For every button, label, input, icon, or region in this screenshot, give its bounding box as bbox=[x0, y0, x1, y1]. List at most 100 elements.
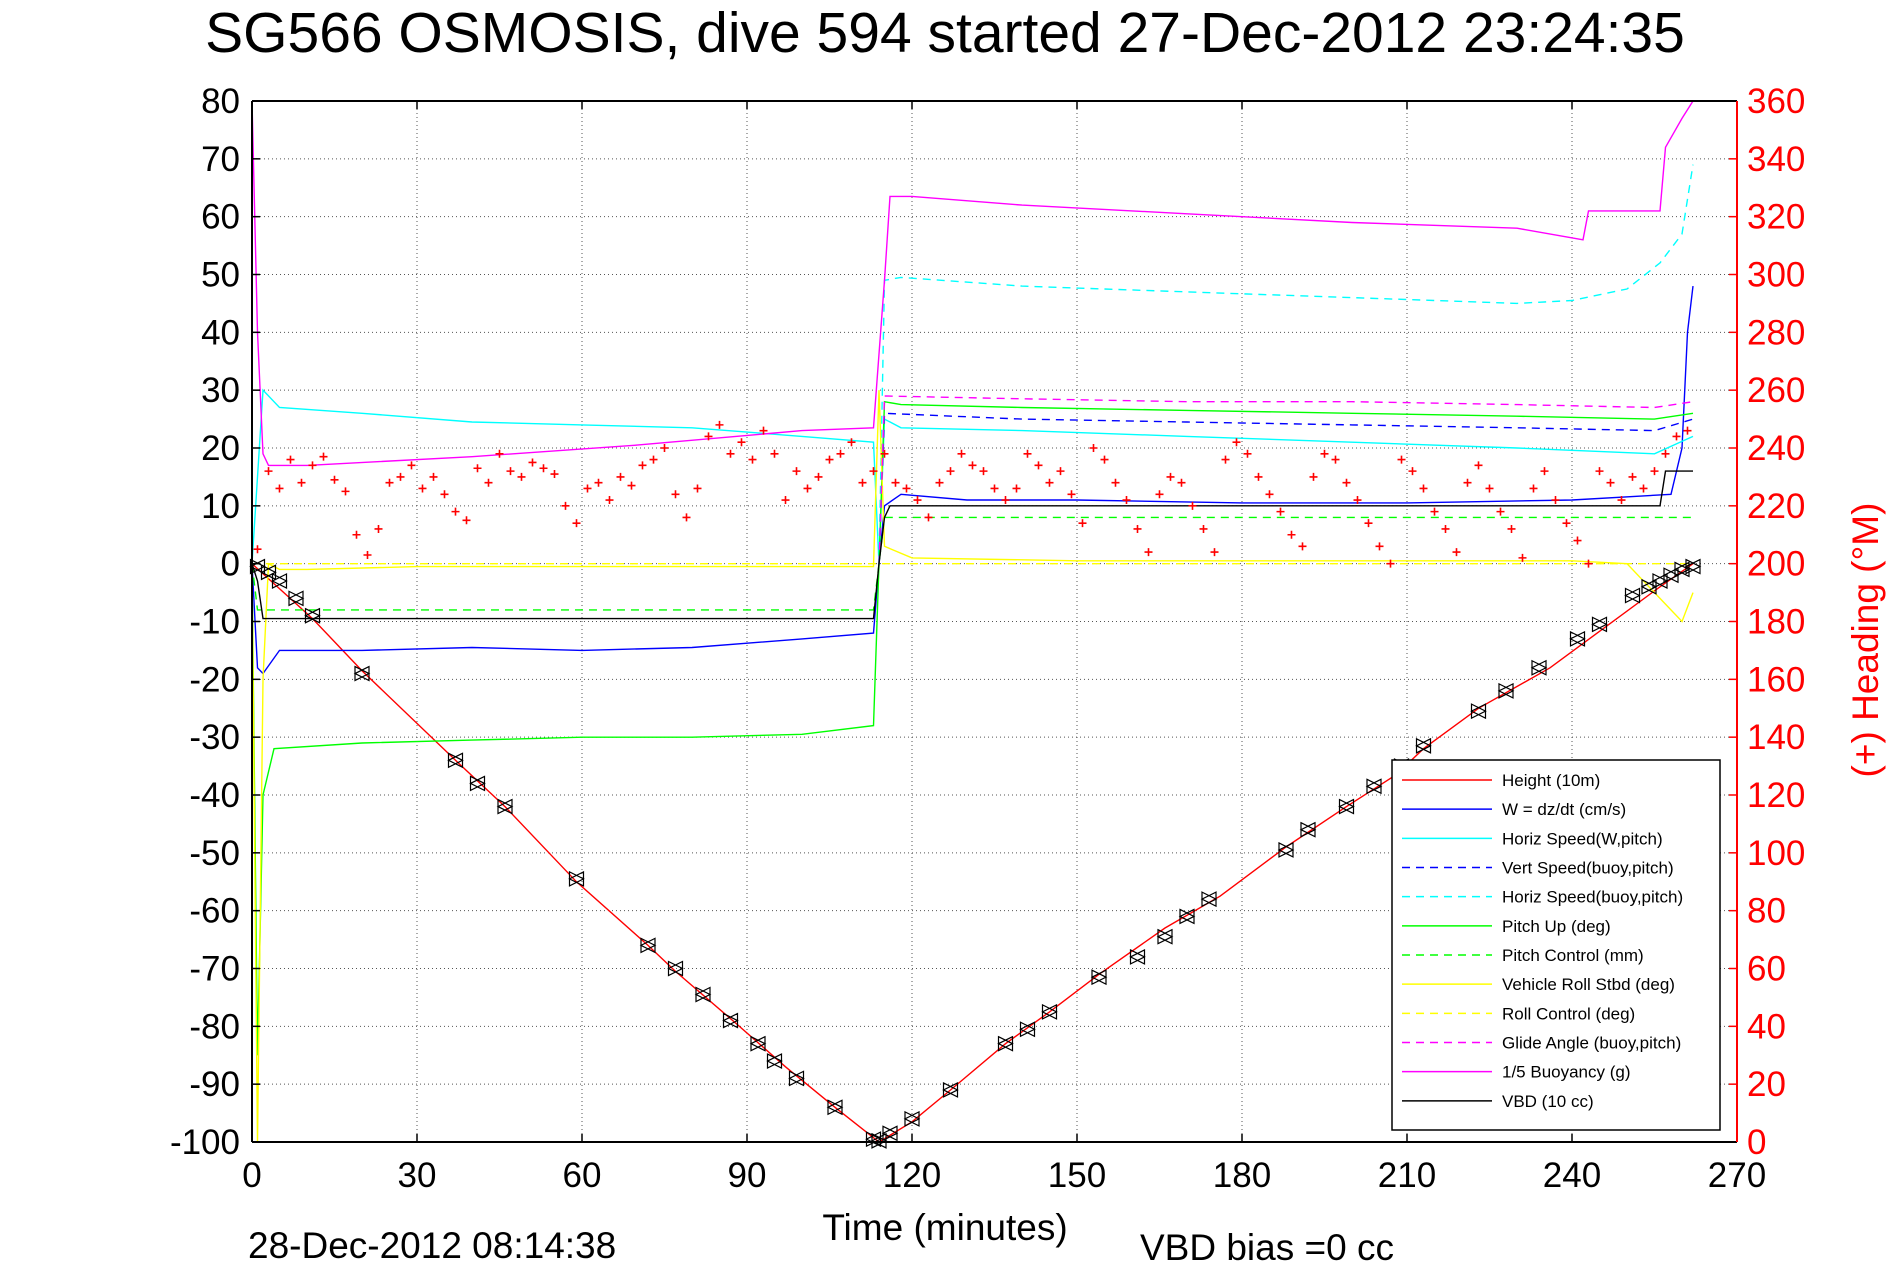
profile-marker bbox=[1365, 778, 1383, 795]
y2-tick-label: 20 bbox=[1747, 1065, 1786, 1104]
heading-marker bbox=[583, 484, 592, 493]
profile-marker bbox=[496, 798, 514, 815]
heading-marker bbox=[1331, 455, 1340, 464]
y2-tick-label: 360 bbox=[1747, 82, 1805, 121]
heading-marker bbox=[616, 472, 625, 481]
profile-marker bbox=[353, 665, 371, 682]
profile-marker bbox=[1156, 928, 1174, 945]
heading-marker bbox=[1353, 496, 1362, 505]
profile-marker bbox=[1684, 558, 1702, 575]
heading-marker bbox=[1100, 455, 1109, 464]
legend-box bbox=[1391, 759, 1721, 1131]
y-tick-label: 40 bbox=[201, 313, 240, 352]
heading-marker bbox=[1232, 438, 1241, 447]
series-line bbox=[878, 164, 1694, 564]
heading-marker bbox=[1276, 507, 1285, 516]
heading-marker bbox=[396, 472, 405, 481]
heading-marker bbox=[880, 449, 889, 458]
heading-marker bbox=[1056, 467, 1065, 476]
y2-tick-label: 260 bbox=[1747, 371, 1805, 410]
heading-marker bbox=[1155, 490, 1164, 499]
series-line bbox=[251, 470, 1693, 620]
legend-label: W = dz/dt (cm/s) bbox=[1502, 800, 1626, 819]
profile-marker bbox=[722, 1012, 739, 1029]
series-layer bbox=[249, 100, 1702, 1149]
y-tick-label: 60 bbox=[201, 198, 240, 237]
footer-timestamp: 28-Dec-2012 08:14:38 bbox=[248, 1225, 616, 1262]
y2-tick-label: 180 bbox=[1747, 603, 1805, 642]
series-line bbox=[878, 395, 1694, 564]
x-tick-label: 210 bbox=[1378, 1156, 1436, 1195]
heading-marker bbox=[968, 461, 977, 470]
heading-marker bbox=[561, 501, 570, 510]
heading-marker bbox=[1221, 455, 1230, 464]
profile-marker bbox=[997, 1035, 1014, 1052]
series-line bbox=[251, 400, 1694, 1056]
profile-marker bbox=[1497, 682, 1515, 699]
heading-marker bbox=[1298, 542, 1307, 551]
heading-marker bbox=[1496, 507, 1505, 516]
heading-marker bbox=[1144, 548, 1153, 557]
y2-tick-label: 320 bbox=[1747, 198, 1805, 237]
y2-tick-label: 140 bbox=[1747, 718, 1805, 757]
profile-marker bbox=[694, 986, 712, 1003]
heading-marker bbox=[902, 484, 911, 493]
heading-marker bbox=[275, 484, 284, 493]
legend-label: Horiz Speed(W,pitch) bbox=[1502, 829, 1663, 848]
heading-marker bbox=[605, 496, 614, 505]
heading-marker bbox=[330, 475, 339, 484]
heading-marker bbox=[1001, 496, 1010, 505]
heading-marker bbox=[1507, 524, 1516, 533]
y-tick-label: -80 bbox=[189, 1007, 240, 1046]
heading-marker bbox=[594, 478, 603, 487]
series-line bbox=[251, 563, 1694, 1143]
heading-marker bbox=[253, 545, 262, 554]
heading-marker bbox=[286, 455, 295, 464]
heading-marker bbox=[1540, 467, 1549, 476]
heading-marker bbox=[1023, 449, 1032, 458]
profile-marker bbox=[1591, 616, 1608, 633]
heading-marker bbox=[869, 467, 878, 476]
legend-label: VBD (10 cc) bbox=[1502, 1092, 1594, 1111]
heading-marker bbox=[649, 455, 658, 464]
heading-marker bbox=[693, 484, 702, 493]
heading-marker bbox=[660, 444, 669, 452]
heading-marker bbox=[1683, 426, 1692, 435]
heading-marker bbox=[847, 438, 856, 447]
heading-marker bbox=[913, 496, 922, 505]
x-tick-label: 240 bbox=[1543, 1156, 1601, 1195]
heading-marker bbox=[440, 490, 449, 499]
profile-marker bbox=[1338, 798, 1355, 815]
series-line bbox=[251, 286, 1694, 675]
heading-marker bbox=[979, 467, 988, 476]
heading-marker bbox=[341, 487, 350, 496]
chart-title: SG566 OSMOSIS, dive 594 started 27-Dec-2… bbox=[205, 1, 1685, 65]
profile-marker bbox=[749, 1035, 767, 1052]
profile-marker bbox=[271, 573, 288, 589]
heading-marker bbox=[715, 420, 724, 429]
heading-marker bbox=[814, 472, 823, 481]
profile-marker bbox=[1569, 630, 1586, 647]
x-tick-label: 60 bbox=[563, 1156, 602, 1195]
legend-label: Horiz Speed(buoy,pitch) bbox=[1502, 888, 1683, 907]
profile-marker bbox=[870, 1132, 888, 1149]
heading-marker bbox=[1397, 455, 1406, 464]
y-tick-label: -70 bbox=[189, 950, 240, 989]
x-tick-label: 90 bbox=[728, 1156, 767, 1195]
heading-marker bbox=[407, 461, 416, 470]
heading-marker bbox=[1573, 536, 1582, 545]
profile-marker bbox=[568, 870, 585, 887]
heading-marker bbox=[1133, 524, 1142, 533]
heading-marker bbox=[792, 467, 801, 476]
heading-marker bbox=[550, 470, 559, 479]
profile-marker bbox=[1129, 948, 1146, 965]
heading-marker bbox=[473, 464, 482, 473]
heading-marker bbox=[1342, 478, 1351, 487]
x-tick-label: 180 bbox=[1213, 1156, 1271, 1195]
heading-marker bbox=[836, 449, 845, 458]
y-tick-label: 20 bbox=[201, 429, 240, 468]
heading-marker bbox=[1320, 449, 1329, 458]
heading-marker bbox=[484, 478, 493, 487]
y2-tick-label: 120 bbox=[1747, 776, 1805, 815]
heading-marker bbox=[1364, 519, 1373, 528]
